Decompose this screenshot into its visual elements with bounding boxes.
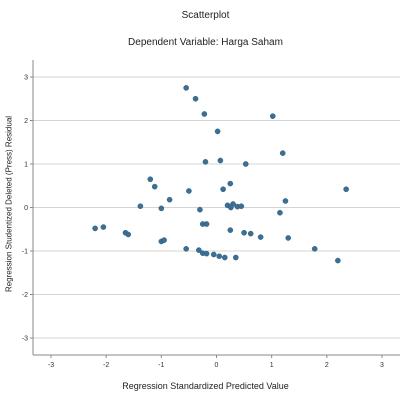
data-point xyxy=(137,203,144,209)
x-tick-label: 0 xyxy=(215,362,219,369)
data-point xyxy=(227,180,234,187)
x-tick-label: 3 xyxy=(380,362,384,369)
data-point xyxy=(192,95,199,102)
x-axis-label: Regression Standardized Predicted Value xyxy=(122,381,289,391)
data-point xyxy=(282,198,289,204)
x-tick-label: -2 xyxy=(103,362,109,369)
chart-title: Scatterplot xyxy=(181,10,230,21)
data-point xyxy=(335,257,341,264)
data-point xyxy=(216,253,223,260)
y-tick-label: 1 xyxy=(24,162,28,169)
y-tick-label: 3 xyxy=(24,75,28,82)
x-tick-label: -1 xyxy=(158,362,164,369)
data-point xyxy=(197,206,203,213)
data-point xyxy=(203,250,210,257)
data-point xyxy=(285,235,292,241)
data-point xyxy=(166,196,173,203)
data-point xyxy=(277,209,283,216)
data-point xyxy=(196,247,202,253)
y-tick-label: -3 xyxy=(22,336,28,343)
data-point xyxy=(161,237,167,243)
data-point xyxy=(201,111,208,117)
data-point xyxy=(92,225,98,232)
data-point xyxy=(227,227,234,233)
data-point xyxy=(241,229,247,236)
chart-subtitle: Dependent Variable: Harga Saham xyxy=(128,37,283,48)
data-point xyxy=(147,176,154,183)
data-point xyxy=(228,204,234,211)
data-point xyxy=(202,159,209,165)
y-tick-label: 2 xyxy=(24,118,28,125)
data-point xyxy=(238,203,245,209)
x-tick-label: -3 xyxy=(48,362,54,369)
data-point xyxy=(186,188,192,194)
data-point xyxy=(203,221,210,227)
y-axis-label: Regression Studentized Deleted (Press) R… xyxy=(4,115,14,293)
data-point xyxy=(257,234,264,240)
data-point xyxy=(183,246,189,252)
data-point xyxy=(151,183,158,190)
y-tick-label: -2 xyxy=(22,292,28,299)
data-point xyxy=(279,150,286,156)
x-tick-label: 1 xyxy=(270,362,274,369)
data-point xyxy=(233,254,239,261)
data-point xyxy=(125,231,132,238)
data-point xyxy=(247,230,254,237)
data-point xyxy=(100,224,107,230)
data-point xyxy=(220,186,226,193)
y-tick-label: -1 xyxy=(22,249,28,256)
data-point xyxy=(217,157,224,164)
data-point xyxy=(343,186,349,193)
data-point xyxy=(214,128,221,135)
data-point xyxy=(269,113,276,119)
data-point xyxy=(183,85,189,91)
data-point xyxy=(242,161,249,167)
data-point xyxy=(210,251,217,258)
data-point xyxy=(311,246,318,252)
data-point xyxy=(158,205,165,212)
data-point xyxy=(221,254,228,261)
y-tick-label: 0 xyxy=(24,205,28,212)
x-tick-label: 2 xyxy=(325,362,329,369)
